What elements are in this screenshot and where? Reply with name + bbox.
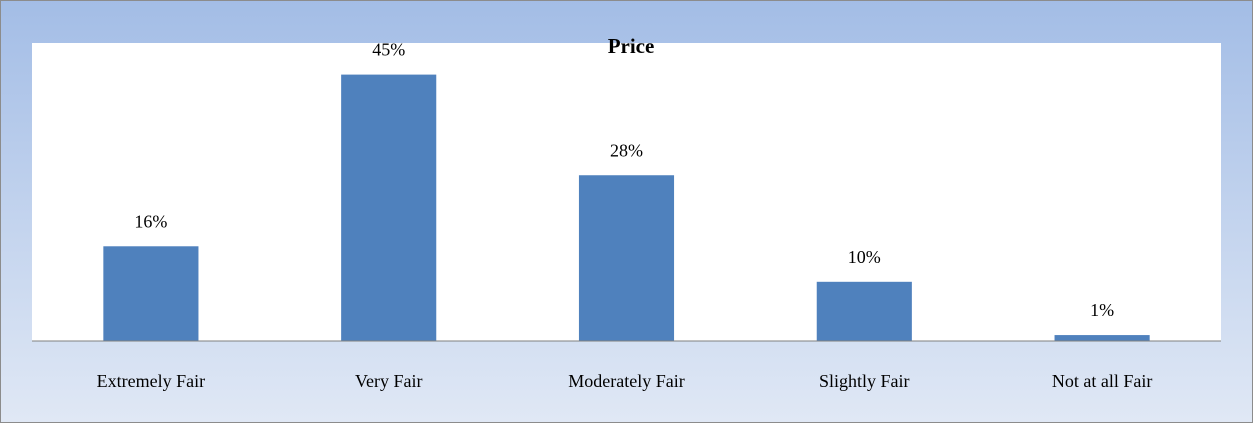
bar	[1054, 335, 1150, 341]
data-label: 10%	[848, 247, 881, 267]
x-tick-label: Not at all Fair	[1052, 371, 1152, 391]
x-tick-label: Moderately Fair	[568, 371, 684, 391]
x-tick-label: Very Fair	[355, 371, 422, 391]
bar	[341, 74, 437, 341]
data-label: 16%	[134, 211, 167, 231]
data-label: 45%	[372, 40, 405, 60]
bar	[816, 281, 912, 341]
chart-title: Price	[608, 34, 655, 58]
bar	[578, 175, 675, 341]
x-tick-label: Slightly Fair	[819, 371, 910, 391]
bar	[103, 246, 199, 341]
data-label: 1%	[1090, 300, 1114, 320]
data-label: 28%	[610, 140, 643, 160]
x-tick-label: Extremely Fair	[97, 371, 205, 391]
